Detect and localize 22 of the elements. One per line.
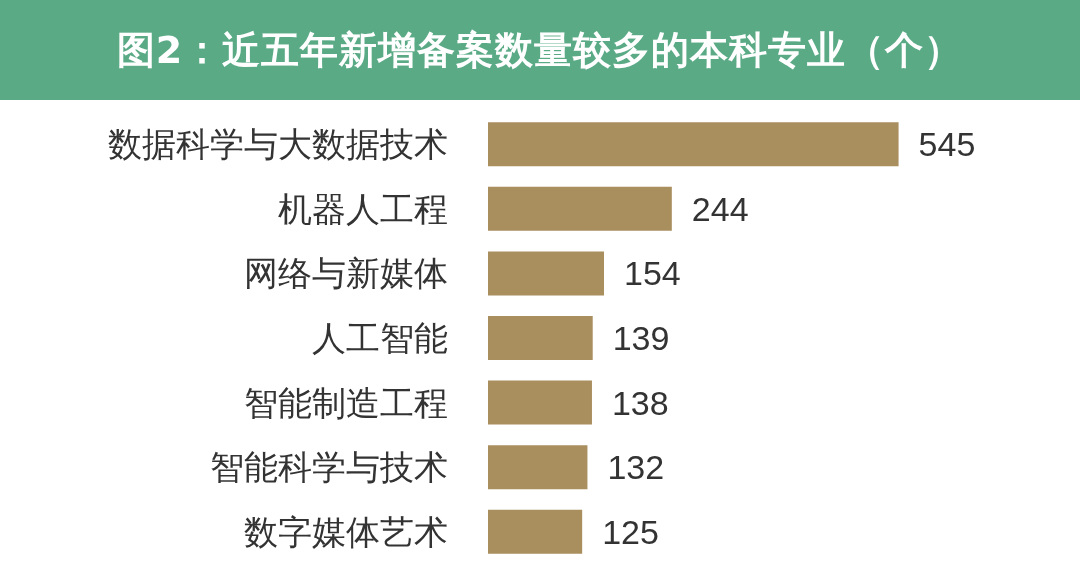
bar	[488, 316, 593, 360]
y-tick-label: 数字媒体艺术	[244, 511, 448, 552]
y-tick-label: 机器人工程	[278, 188, 448, 229]
y-tick-label: 智能科学与技术	[210, 447, 448, 488]
bar	[488, 122, 899, 167]
y-tick-label: 人工智能	[312, 318, 448, 358]
bar	[488, 186, 672, 231]
bar	[488, 251, 605, 296]
y-tick-label: 网络与新媒体	[244, 253, 448, 294]
data-label: 139	[612, 319, 670, 357]
data-label: 138	[611, 383, 669, 422]
bar	[488, 380, 592, 425]
data-label: 545	[918, 125, 976, 164]
data-label: 154	[624, 254, 681, 293]
data-label: 244	[691, 189, 749, 228]
y-tick-label: 数据科学与大数据技术	[108, 124, 448, 165]
bar	[488, 445, 588, 490]
bar	[488, 509, 583, 554]
data-label: 132	[607, 448, 665, 487]
y-tick-label: 智能制造工程	[244, 382, 448, 423]
chart-title: 图2：近五年新增备案数量较多的本科专业（个）	[0, 0, 1080, 100]
data-label: 125	[602, 512, 659, 551]
